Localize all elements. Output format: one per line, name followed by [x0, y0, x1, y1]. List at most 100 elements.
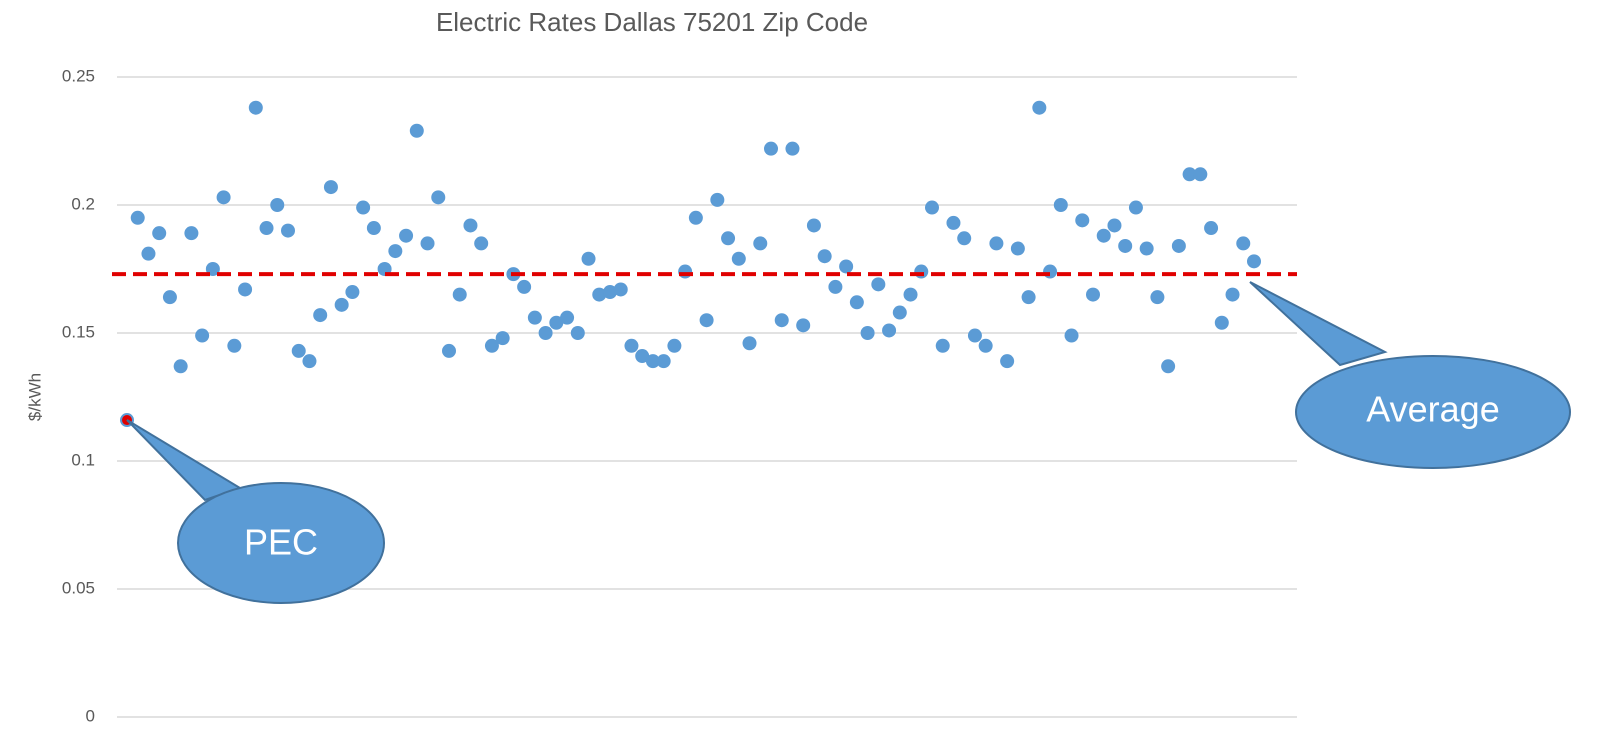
point	[1161, 359, 1176, 374]
point	[366, 221, 381, 236]
callout-bubble	[1295, 355, 1571, 469]
point	[828, 279, 843, 294]
point	[173, 359, 188, 374]
point	[130, 210, 145, 225]
point	[141, 246, 156, 261]
point	[1214, 315, 1229, 330]
point	[1118, 238, 1133, 253]
point	[1064, 328, 1079, 343]
point	[774, 313, 789, 328]
pec-callout: PEC	[126, 419, 385, 604]
point	[238, 282, 253, 297]
point	[442, 343, 456, 358]
point	[560, 310, 575, 325]
point	[882, 323, 897, 338]
point	[699, 313, 714, 328]
point	[678, 264, 693, 279]
point	[517, 279, 532, 294]
point	[162, 290, 177, 305]
point	[688, 210, 703, 225]
point	[871, 277, 886, 292]
point	[581, 251, 596, 266]
point	[892, 305, 907, 320]
point	[1171, 238, 1186, 253]
point	[957, 231, 972, 246]
y-tick-label: 0.05	[62, 578, 95, 597]
point	[592, 287, 607, 302]
y-tick-label: 0.1	[71, 450, 95, 469]
point	[1000, 354, 1015, 369]
point	[731, 251, 746, 266]
point	[1139, 241, 1154, 256]
point	[549, 315, 564, 330]
point	[216, 190, 231, 205]
point	[1150, 290, 1165, 305]
point	[495, 331, 510, 346]
point	[323, 180, 338, 195]
point	[356, 200, 371, 215]
point	[184, 226, 199, 241]
point	[1032, 100, 1047, 115]
point	[409, 123, 424, 138]
point	[764, 141, 778, 156]
point	[474, 236, 489, 251]
y-tick-label: 0.15	[62, 322, 95, 341]
point	[227, 338, 242, 353]
point	[1053, 198, 1068, 212]
point	[538, 326, 553, 340]
point	[1107, 218, 1122, 233]
point	[1096, 228, 1111, 243]
callout-text: Average	[1366, 389, 1499, 430]
point	[291, 343, 306, 358]
point	[635, 349, 650, 364]
point	[624, 338, 639, 353]
callout-bubble	[177, 482, 385, 604]
point	[1225, 287, 1240, 302]
point	[1182, 167, 1197, 182]
point	[1236, 236, 1251, 251]
point	[420, 236, 435, 251]
point	[152, 226, 167, 241]
point	[796, 318, 811, 333]
point	[302, 354, 317, 369]
point	[925, 200, 939, 215]
point	[978, 338, 993, 353]
callout-tail	[1249, 281, 1388, 367]
point	[946, 215, 961, 230]
point	[1021, 290, 1036, 305]
point	[667, 338, 682, 353]
point	[281, 223, 295, 238]
point	[710, 192, 725, 207]
point	[645, 354, 660, 369]
y-tick-label: 0.2	[71, 194, 95, 213]
point	[989, 236, 1004, 251]
point	[313, 308, 328, 323]
point	[1193, 167, 1208, 182]
point	[903, 287, 918, 302]
point	[860, 326, 875, 340]
point	[399, 228, 414, 243]
point	[345, 285, 360, 300]
chart-title: Electric Rates Dallas 75201 Zip Code	[436, 7, 868, 37]
point	[1010, 241, 1025, 256]
point	[570, 326, 585, 340]
point	[817, 249, 832, 264]
point	[849, 295, 864, 310]
point	[334, 297, 349, 312]
point	[259, 221, 274, 236]
point	[1043, 264, 1058, 279]
point	[1086, 287, 1100, 302]
point	[484, 338, 499, 353]
y-tick-label: 0.25	[62, 66, 95, 85]
point	[248, 100, 263, 115]
point	[613, 282, 628, 297]
point	[1128, 200, 1143, 215]
point	[935, 338, 950, 353]
point	[388, 244, 403, 259]
point	[785, 141, 800, 156]
average-callout: Average	[1249, 281, 1571, 469]
y-tick-label: 0	[86, 706, 95, 725]
point	[270, 198, 285, 212]
point	[914, 264, 929, 279]
